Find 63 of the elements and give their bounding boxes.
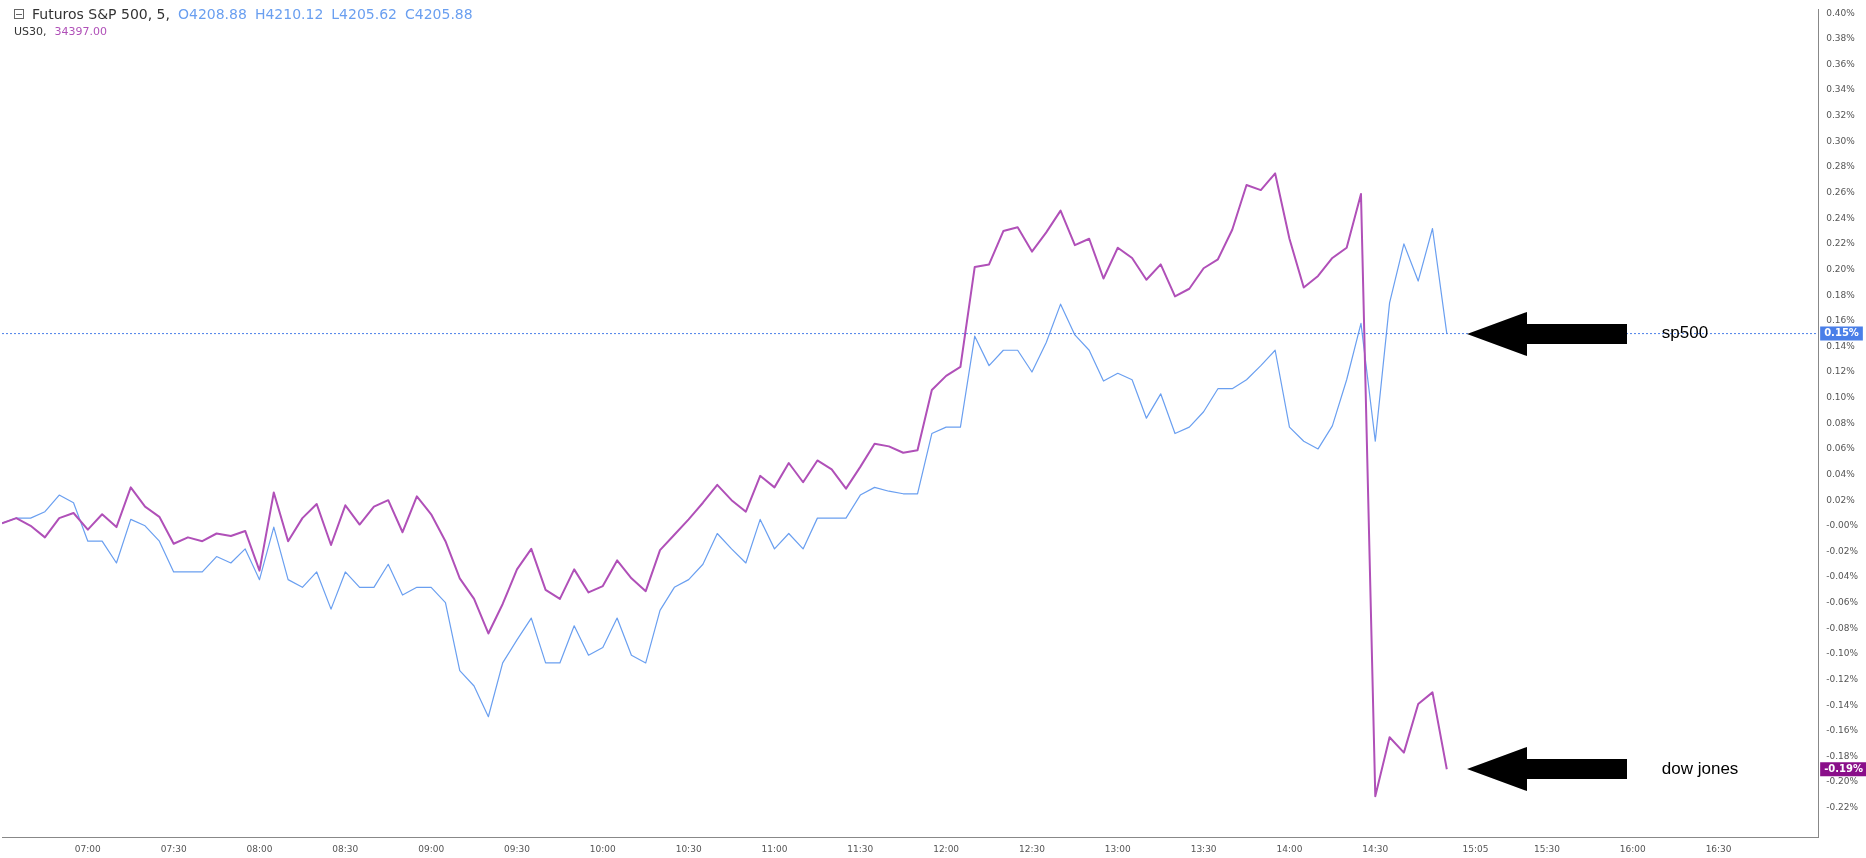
annotation: O4208.88: [177, 6, 247, 22]
annotation: H4210.12: [254, 6, 324, 22]
ref-line-label: 0.15%: [1824, 327, 1859, 339]
y-tick-label: 0.02%: [1826, 494, 1856, 505]
y-tick-label: 0.10%: [1826, 392, 1856, 403]
y-tick-label: 0.36%: [1826, 58, 1856, 69]
y-tick-label: 0.32%: [1826, 110, 1856, 121]
y-tick-label: 0.14%: [1826, 340, 1856, 351]
y-tick-label: 0.40%: [1826, 7, 1856, 18]
x-tick-label: 10:30: [675, 843, 702, 854]
annotation: L4205.62: [331, 6, 398, 22]
y-tick-label: 0.30%: [1826, 135, 1856, 146]
y-tick-label: -0.20%: [1826, 776, 1859, 787]
chart-title: Futuros S&P 500, 5,: [32, 6, 170, 22]
x-tick-label: 07:00: [74, 843, 102, 854]
text: -0.19%: [1824, 762, 1864, 774]
x-tick-label: 14:00: [1276, 843, 1303, 854]
y-tick-label: 0.18%: [1826, 289, 1856, 300]
y-tick-label: -0.18%: [1826, 750, 1859, 761]
text: US30,: [14, 25, 47, 38]
x-tick-label: 12:30: [1018, 843, 1046, 854]
x-tick-label: 16:00: [1619, 843, 1647, 854]
y-tick-label: -0.16%: [1826, 725, 1859, 736]
x-tick-label: 09:30: [504, 843, 531, 854]
x-tick-label: 13:30: [1190, 843, 1217, 854]
x-tick-label: 12:00: [933, 843, 960, 854]
text: sp500: [1661, 323, 1709, 343]
y-tick-label: 0.04%: [1826, 468, 1856, 479]
y-tick-label: -0.08%: [1826, 622, 1859, 633]
x-tick-label: 14:30: [1362, 843, 1389, 854]
y-tick-label: -0.04%: [1826, 571, 1859, 582]
y-tick-label: 0.06%: [1826, 443, 1856, 454]
x-tick-label: 09:00: [418, 843, 445, 854]
y-tick-label: 0.24%: [1826, 212, 1856, 223]
x-tick-label: 07:30: [160, 843, 187, 854]
text: dow jones: [1661, 758, 1739, 778]
x-tick-label: 13:00: [1104, 843, 1132, 854]
x-tick-label: 15:05: [1462, 843, 1489, 854]
y-tick-label: -0.00%: [1826, 520, 1859, 531]
x-tick-label: 10:00: [589, 843, 617, 854]
y-tick-label: -0.10%: [1826, 648, 1859, 659]
annotation: 34397.00: [54, 25, 108, 38]
y-tick-label: -0.22%: [1826, 802, 1859, 813]
x-tick-label: 08:30: [332, 843, 359, 854]
y-tick-label: 0.34%: [1826, 84, 1856, 95]
y-tick-label: 0.38%: [1826, 33, 1856, 44]
y-tick-label: -0.14%: [1826, 699, 1859, 710]
x-tick-label: 11:30: [847, 843, 874, 854]
y-tick-label: -0.06%: [1826, 597, 1859, 608]
x-tick-label: 08:00: [246, 843, 273, 854]
y-tick-label: -0.12%: [1826, 673, 1859, 684]
y-tick-label: 0.28%: [1826, 161, 1856, 172]
y-tick-label: 0.12%: [1826, 366, 1856, 377]
x-tick-label: 11:00: [761, 843, 788, 854]
y-tick-label: 0.20%: [1826, 263, 1856, 274]
y-tick-label: 0.26%: [1826, 186, 1856, 197]
y-tick-label: -0.02%: [1826, 545, 1859, 556]
y-tick-label: 0.16%: [1826, 315, 1856, 326]
annotation: C4205.88: [405, 6, 473, 22]
x-tick-label: 16:30: [1705, 843, 1732, 854]
x-tick-label: 15:30: [1533, 843, 1561, 854]
y-tick-label: 0.22%: [1826, 238, 1856, 249]
y-tick-label: 0.08%: [1826, 417, 1856, 428]
